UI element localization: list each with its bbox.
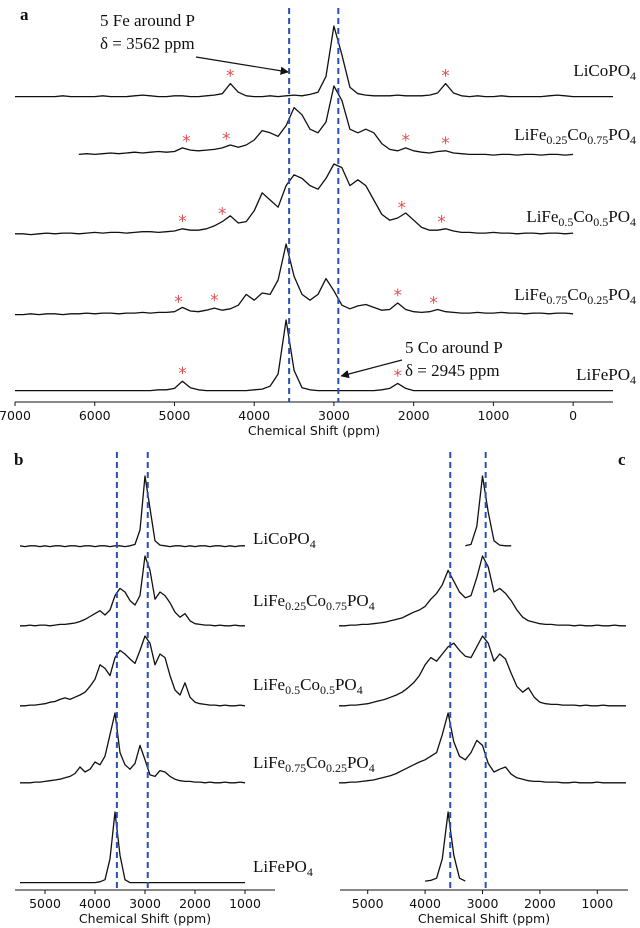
x-tick-label: 3000 (467, 896, 499, 911)
spectrum-line (20, 712, 246, 784)
sideband-marker: * (226, 67, 235, 87)
x-axis-title: Chemical Shift (ppm) (248, 423, 380, 438)
spectrum-line (20, 811, 245, 884)
sideband-marker: * (393, 286, 402, 306)
x-tick-label: 5000 (159, 408, 191, 423)
x-tick-label: 2000 (398, 408, 430, 423)
annotation-arrow (195, 56, 289, 75)
x-axis-title: Chemical Shift (ppm) (418, 911, 550, 926)
x-tick-label: 1000 (581, 896, 613, 911)
x-tick-label: 2000 (179, 896, 211, 911)
series-label: LiFePO4 (253, 857, 313, 879)
sideband-marker: * (178, 364, 187, 384)
x-tick-label: 3000 (318, 408, 350, 423)
annotation-arrow (340, 359, 403, 379)
sideband-marker: * (174, 293, 183, 313)
x-tick-label: 5000 (352, 896, 384, 911)
panel-label: a (20, 5, 29, 24)
series-label: LiFe0.25Co0.75PO4 (253, 591, 375, 613)
sideband-marker: * (210, 291, 219, 311)
spectrum-line (15, 243, 574, 316)
series-label: LiFe0.5Co0.5PO4 (526, 207, 636, 229)
x-tick-label: 5000 (29, 896, 61, 911)
spectrum-line (339, 635, 626, 707)
x-tick-label: 0 (569, 408, 577, 423)
annotation: δ = 3562 ppm (100, 34, 195, 53)
x-axis-title: Chemical Shift (ppm) (79, 911, 211, 926)
x-tick-label: 6000 (79, 408, 111, 423)
spectrum-line (15, 25, 613, 98)
annotation: 5 Co around P (405, 338, 503, 357)
series-label: LiFe0.75Co0.25PO4 (253, 753, 375, 775)
series-label: LiFePO4 (576, 365, 636, 387)
annotation: 5 Fe around P (100, 11, 195, 30)
series-label: LiFe0.25Co0.75PO4 (514, 125, 636, 147)
sideband-marker: * (441, 67, 450, 87)
sideband-marker: * (182, 132, 191, 152)
spectrum-line (78, 85, 574, 156)
spectrum-line (339, 555, 626, 627)
sideband-marker: * (222, 129, 231, 149)
x-tick-label: 1000 (477, 408, 509, 423)
spectrum-line (20, 555, 245, 627)
x-tick-label: 4000 (409, 896, 441, 911)
x-tick-label: 3000 (129, 896, 161, 911)
spectrum-line (19, 475, 245, 548)
series-label: LiFe0.5Co0.5PO4 (253, 675, 363, 697)
spectrum-line (15, 163, 574, 236)
sideband-marker: * (218, 205, 227, 225)
panel-label: b (14, 450, 23, 469)
x-tick-label: 4000 (79, 896, 111, 911)
series-label: LiCoPO4 (253, 529, 316, 551)
series-label: LiCoPO4 (573, 61, 636, 83)
sideband-marker: * (441, 134, 450, 154)
spectrum-line (15, 319, 613, 392)
sideband-marker: * (437, 213, 446, 233)
sideband-marker: * (178, 212, 187, 232)
sideband-marker: * (393, 366, 402, 386)
series-label: LiFe0.75Co0.25PO4 (514, 285, 636, 307)
spectrum-line (465, 475, 512, 547)
x-tick-label: 1000 (229, 896, 261, 911)
spectrum-line (20, 635, 246, 707)
x-tick-label: 2000 (524, 896, 556, 911)
x-tick-label: 7000 (0, 408, 31, 423)
spectrum-line (425, 811, 466, 882)
x-tick-label: 4000 (238, 408, 270, 423)
spectrum-line (339, 712, 626, 784)
sideband-marker: * (401, 131, 410, 151)
sideband-marker: * (429, 294, 438, 314)
annotation: δ = 2945 ppm (405, 361, 500, 380)
panel-label: c (618, 450, 626, 469)
sideband-marker: * (397, 198, 406, 218)
